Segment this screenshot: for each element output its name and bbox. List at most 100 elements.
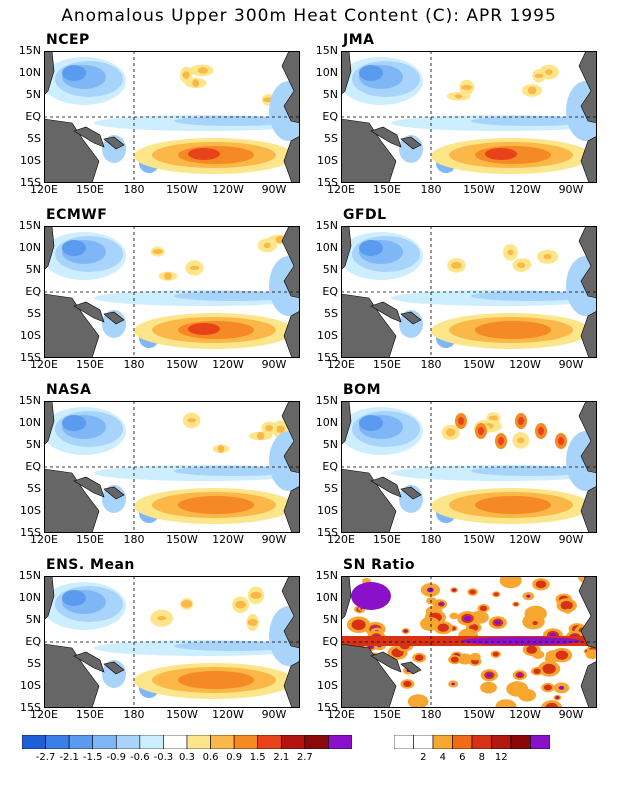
land-mass [73,126,105,148]
latitude-tick-label: 10S [20,679,41,692]
longitude-tick-label: 180 [420,183,442,196]
longitude-tick-label: 180 [123,533,145,546]
cold-anomaly [62,65,86,81]
warm-anomaly [488,415,499,421]
sn-region [518,688,537,702]
sn-region [463,615,472,622]
warm-anomaly [197,67,209,74]
cold-anomaly [471,116,591,126]
longitude-tick-label: 90W [558,358,584,371]
longitude-tick-label: 180 [123,358,145,371]
colorbar-swatch [257,734,282,750]
colorbar-swatch [45,734,70,750]
land-mass [281,225,301,299]
land-mass [73,651,105,673]
warm-anomaly [485,148,517,160]
latitude-tick-label: 15S [20,526,41,539]
latitude-tick-label: 5N [25,438,41,451]
sn-region [535,580,547,589]
colorbar-swatch [186,734,211,750]
cold-anomaly [359,240,383,256]
warm-anomaly [461,84,473,90]
latitude-tick-label: 10N [18,66,41,79]
map-panel-bom [339,400,611,534]
colorbar-label: 2.1 [273,752,290,763]
colorbar-label: -0.9 [106,752,127,763]
land-mass [103,661,125,675]
longitude-tick-label: 150W [166,708,198,721]
cold-anomaly [359,415,383,431]
latitude-tick-label: 10N [18,416,41,429]
map-frame [341,576,597,708]
contour-map [339,570,605,715]
warm-anomaly [558,437,564,445]
latitude-tick-label: 10N [18,241,41,254]
colorbar-label: -1.5 [82,752,103,763]
longitude-tick-label: 150W [166,533,198,546]
contour-map [42,400,314,534]
warm-anomaly [192,79,200,87]
warm-anomaly [507,249,514,256]
colorbar-swatch [139,734,164,750]
land-mass [103,136,125,150]
longitude-tick-label: 90W [558,533,584,546]
warm-anomaly [152,249,163,254]
latitude-tick-label: 15N [18,394,41,407]
map-panel-gfdl [339,225,611,359]
colorbar-label: -2.1 [59,752,79,763]
colorbar-swatch [471,734,492,750]
latitude-tick-label: 5N [322,613,338,626]
latitude-tick-label: 5S [324,132,338,145]
colorbar-swatch [163,734,188,750]
land-mass [400,661,422,675]
longitude-tick-label: 120W [212,708,244,721]
land-mass [370,126,402,148]
colorbar-swatch [452,734,473,750]
cold-anomaly [174,116,294,126]
land-mass [281,50,301,124]
longitude-tick-label: 150W [463,533,495,546]
latitude-tick-label: 15N [18,44,41,57]
latitude-tick-label: 10S [317,329,338,342]
sn-region [558,685,565,690]
panel-label: BOM [343,382,382,398]
longitude-tick-label: 90W [261,533,287,546]
longitude-tick-label: 120E [30,533,58,546]
longitude-tick-label: 150E [373,708,401,721]
latitude-tick-label: 10S [317,679,338,692]
colorbar-label: 1.5 [249,752,266,763]
sn-region [452,589,456,592]
latitude-tick-label: 15S [317,351,338,364]
colorbar-swatch [233,734,259,750]
colorbar-swatch [280,734,306,750]
contour-map [339,50,611,184]
map-frame [341,51,597,183]
panel-label: JMA [343,32,375,48]
cold-anomaly [62,240,86,256]
sn-region [404,629,408,633]
land-mass [400,136,422,150]
longitude-tick-label: 120E [327,708,355,721]
latitude-tick-label: 15S [317,176,338,189]
land-mass [578,50,598,124]
cold-anomaly [471,291,591,301]
colorbar-swatch [530,734,551,750]
warm-anomaly [498,437,504,445]
colorbar-swatch [115,734,141,750]
longitude-tick-label: 120E [30,708,58,721]
longitude-tick-label: 150W [463,183,495,196]
latitude-tick-label: 15N [18,219,41,232]
map-panel-nasa [42,400,314,534]
latitude-tick-label: EQ [25,635,41,648]
cold-anomaly [359,65,383,81]
warm-anomaly [235,600,247,609]
latitude-tick-label: EQ [25,110,41,123]
latitude-tick-label: 5N [322,88,338,101]
latitude-tick-label: 5S [324,657,338,670]
map-frame [341,226,597,358]
sn-region [449,612,459,620]
sn-region [437,623,449,632]
colorbar-swatch [68,734,94,750]
map-frame [44,401,300,533]
latitude-tick-label: EQ [25,460,41,473]
